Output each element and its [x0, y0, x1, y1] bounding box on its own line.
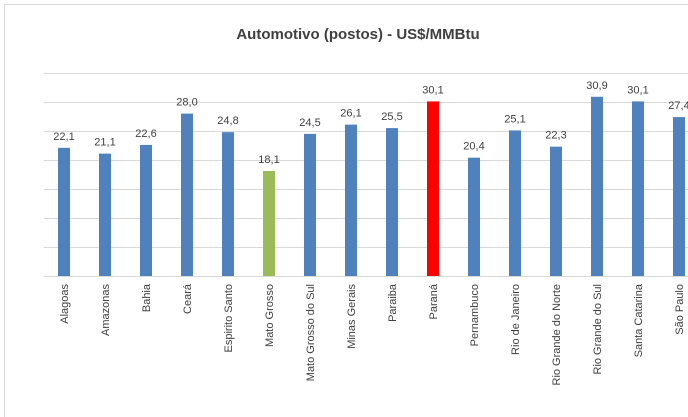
value-label: 22,6 [135, 128, 156, 140]
x-tick-label: Rio de Janeiro [510, 284, 522, 355]
bar [345, 124, 357, 277]
value-label: 22,3 [545, 130, 566, 142]
bar [181, 113, 193, 276]
x-tick-label: Pernambuco [469, 284, 481, 346]
x-tick-label: Alagoas [59, 284, 71, 324]
bar [591, 96, 603, 276]
bar [140, 144, 152, 276]
x-tick-label: Ceará [182, 283, 194, 314]
x-tick-label: Amazonas [100, 284, 112, 336]
x-tick-label: Paraná [428, 283, 440, 319]
x-tick-label: Rio Grande do Norte [551, 284, 563, 386]
x-tick-label: Paraiba [387, 283, 399, 322]
value-label: 24,8 [217, 115, 238, 127]
value-label: 28,0 [176, 97, 197, 109]
value-label: 26,1 [340, 108, 361, 120]
bar [386, 128, 398, 276]
value-label: 22,1 [53, 131, 74, 143]
bar [304, 133, 316, 276]
bar [468, 157, 480, 276]
value-label: 24,5 [299, 117, 320, 129]
value-label: 18,1 [258, 154, 279, 166]
x-tick-label: Bahia [141, 283, 153, 312]
x-tick-label: São Paulo [674, 284, 686, 335]
chart-title: Automotivo (postos) - US$/MMBtu [236, 26, 479, 43]
x-tick-label: Espirito Santo [223, 284, 235, 352]
value-label: 21,1 [94, 137, 115, 149]
bar [427, 101, 439, 276]
x-tick-label: Rio Grande do Sul [592, 284, 604, 375]
bar [509, 130, 521, 276]
x-tick-label: Santa Catarina [633, 283, 645, 357]
bar [222, 132, 234, 276]
bar [673, 117, 685, 276]
x-tick-label: Mato Grosso do Sul [305, 284, 317, 381]
bar [632, 101, 644, 276]
bar [99, 153, 111, 276]
x-tick-label: Mato Grosso [264, 284, 276, 347]
value-label: 30,9 [586, 80, 607, 92]
value-label: 20,4 [463, 141, 484, 153]
bar [550, 146, 562, 276]
bar [263, 171, 275, 276]
value-label: 30,1 [422, 84, 443, 96]
value-label: 25,5 [381, 111, 402, 123]
value-label: 25,1 [504, 113, 525, 125]
x-tick-label: Minas Gerais [346, 284, 358, 349]
value-label: 30,1 [627, 84, 648, 96]
value-label: 27,4 [668, 100, 688, 112]
bar [58, 147, 70, 276]
